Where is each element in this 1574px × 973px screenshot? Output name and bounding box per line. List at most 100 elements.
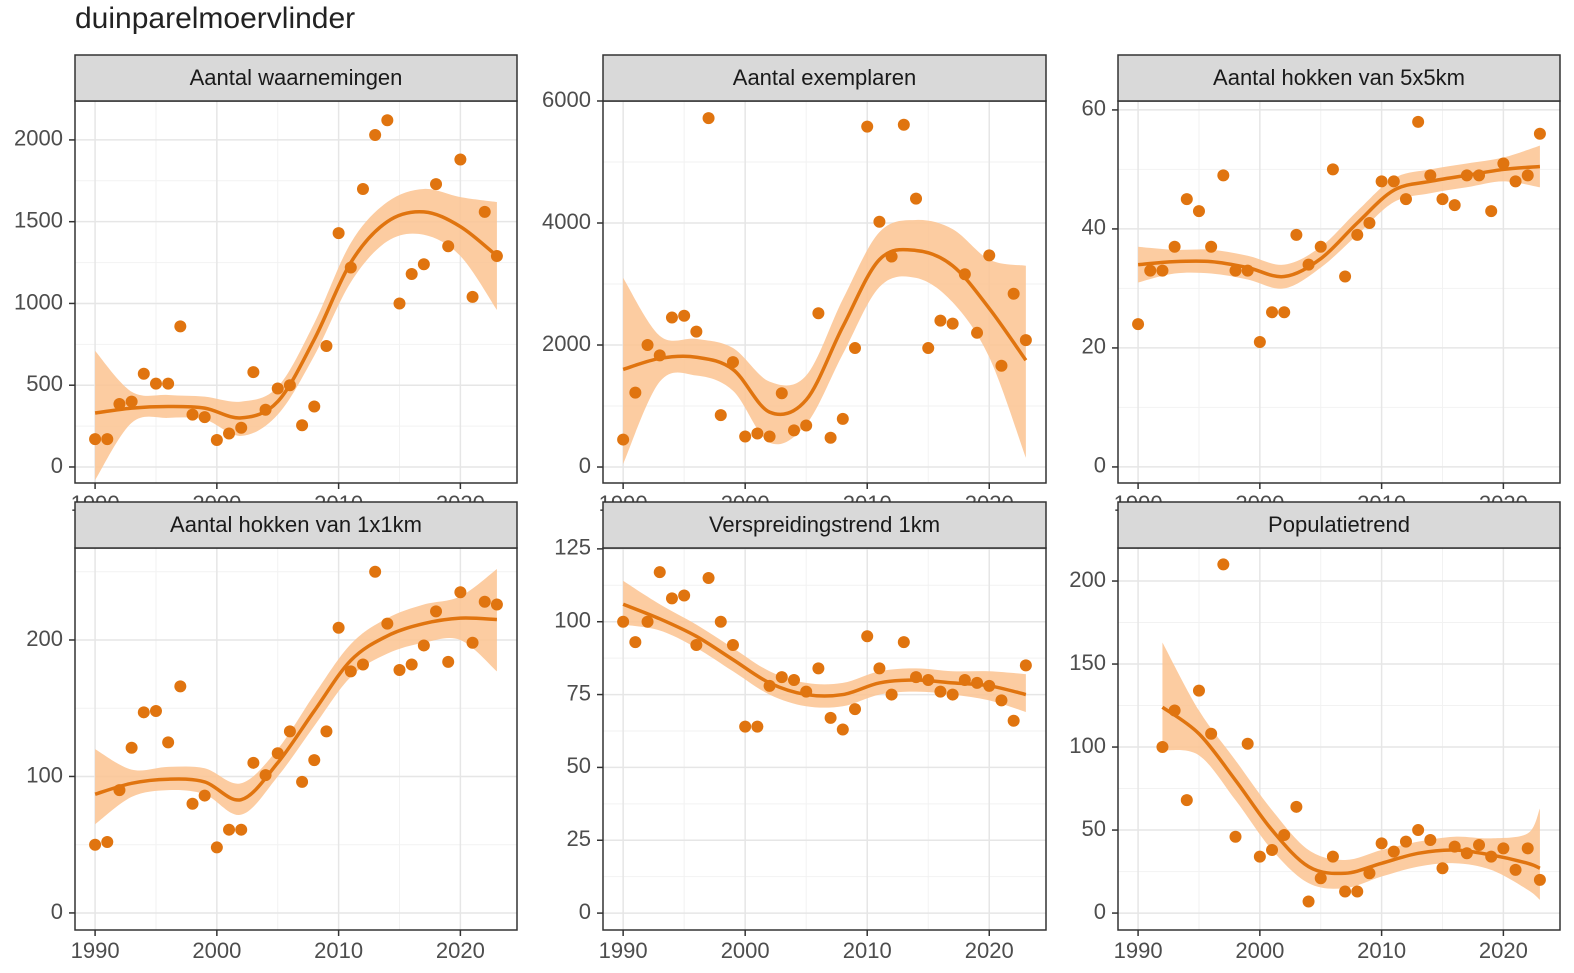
data-point [678, 309, 691, 322]
trend-line [622, 247, 1028, 417]
data-point [320, 339, 333, 352]
panel-title: Aantal exemplaren [733, 65, 916, 90]
data-point [223, 823, 236, 836]
data-point [714, 615, 727, 628]
data-point [1217, 558, 1230, 571]
data-point [1339, 270, 1352, 283]
y-tick-label: 6000 [542, 87, 591, 112]
data-point [430, 605, 443, 618]
panel-title: Aantal hokken van 1x1km [170, 512, 422, 537]
data-point [283, 379, 296, 392]
data-point [296, 419, 309, 432]
data-point [1412, 824, 1425, 837]
data-point [1192, 205, 1205, 218]
data-point [726, 639, 739, 652]
x-tick-label: 2010 [314, 938, 363, 963]
data-point [1019, 659, 1032, 672]
data-point [1144, 264, 1157, 277]
data-point [836, 723, 849, 736]
data-point [1363, 867, 1376, 880]
data-point [690, 639, 703, 652]
y-tick-label: 125 [554, 535, 591, 560]
data-point [442, 655, 455, 668]
data-point [971, 676, 984, 689]
data-point [1229, 264, 1242, 277]
data-point [137, 367, 150, 380]
data-point [1326, 163, 1339, 176]
data-point [1156, 264, 1169, 277]
data-point [983, 249, 996, 262]
data-point [726, 356, 739, 369]
data-point [910, 671, 923, 684]
data-point [1007, 287, 1020, 300]
data-point [922, 673, 935, 686]
data-point [812, 307, 825, 320]
data-point [665, 311, 678, 324]
data-point [739, 430, 752, 443]
data-point [1521, 842, 1534, 855]
data-point [393, 297, 406, 310]
data-point [149, 704, 162, 717]
data-point [478, 595, 491, 608]
data-point [1290, 800, 1303, 813]
y-tick-label: 0 [1094, 453, 1106, 478]
data-point [296, 775, 309, 788]
data-point [417, 258, 430, 271]
data-point [1521, 169, 1534, 182]
data-point [1509, 863, 1522, 876]
data-point [1412, 115, 1425, 128]
data-point [971, 326, 984, 339]
data-point [800, 419, 813, 432]
y-tick-label: 0 [51, 453, 63, 478]
data-point [653, 349, 666, 362]
y-tick-label: 60 [1082, 96, 1106, 121]
y-tick-label: 500 [26, 371, 63, 396]
data-point [1424, 834, 1437, 847]
data-point [283, 725, 296, 738]
data-point [259, 769, 272, 782]
data-point [714, 409, 727, 422]
data-point [235, 421, 248, 434]
data-point [332, 227, 345, 240]
data-point [1387, 175, 1400, 188]
data-point [1460, 169, 1473, 182]
data-point [1509, 175, 1522, 188]
data-point [259, 403, 272, 416]
data-point [1007, 714, 1020, 727]
data-point [787, 673, 800, 686]
data-point [751, 720, 764, 733]
data-point [1290, 228, 1303, 241]
y-tick-label: 1500 [14, 207, 63, 232]
data-point [690, 325, 703, 338]
data-point [478, 205, 491, 218]
data-point [1485, 850, 1498, 863]
data-point [356, 658, 369, 671]
data-point [1192, 684, 1205, 697]
data-point [1302, 895, 1315, 908]
data-point [1473, 169, 1486, 182]
data-point [1302, 258, 1315, 271]
y-tick-label: 100 [554, 608, 591, 633]
data-point [271, 747, 284, 760]
strip [74, 54, 518, 102]
strip [1117, 501, 1561, 549]
strip [1117, 54, 1561, 102]
data-point [186, 797, 199, 810]
data-point [125, 741, 138, 754]
data-point [198, 411, 211, 424]
data-point [1363, 216, 1376, 229]
data-point [763, 679, 776, 692]
y-tick-label: 20 [1082, 334, 1106, 359]
data-point [393, 664, 406, 677]
data-point [1448, 199, 1461, 212]
data-point [885, 688, 898, 701]
data-point [198, 789, 211, 802]
confidence-band [623, 219, 1026, 464]
data-point [702, 572, 715, 585]
data-point [1436, 193, 1449, 206]
data-point [751, 427, 764, 440]
data-point [958, 268, 971, 281]
data-point [934, 314, 947, 327]
data-point [344, 665, 357, 678]
